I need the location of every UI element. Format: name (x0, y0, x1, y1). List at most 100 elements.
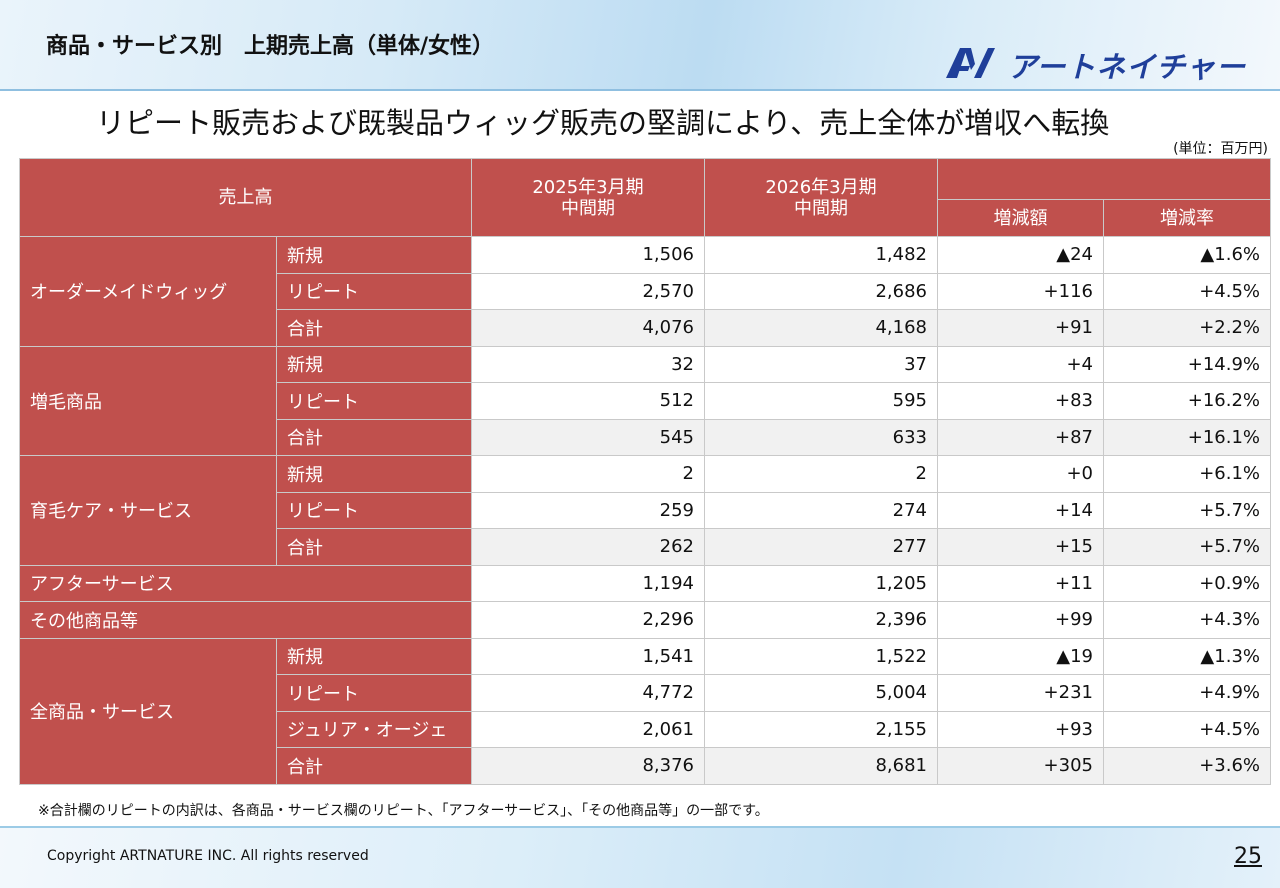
table-row: リピート 2,570 2,686 +116 +4.5% (20, 272, 1271, 310)
subcategory-cell: 合計 (276, 309, 472, 347)
table-header-row: 売上高 2025年3月期 中間期 2026年3月期 中間期 (19, 157, 1271, 237)
value-2026-cell: 277 (704, 528, 938, 566)
value-2025-cell: 1,541 (471, 637, 705, 675)
slide-subtitle: リピート販売および既製品ウィッグ販売の堅調により、売上全体が増収へ転換 (96, 106, 1110, 140)
value-2025-cell: 2,296 (471, 601, 705, 639)
value-2026-cell: 4,168 (704, 309, 938, 347)
diff-cell: +87 (937, 418, 1104, 456)
table-row: 合計 4,076 4,168 +91 +2.2% (20, 309, 1271, 347)
diff-cell: +14 (937, 491, 1104, 529)
value-2026-cell: 2,155 (704, 710, 938, 748)
value-2025-cell: 1,506 (471, 236, 705, 274)
table-row: リピート 4,772 5,004 +231 +4.9% (20, 674, 1271, 712)
category-cell: 育毛ケア・サービス (19, 455, 277, 566)
table-row: オーダーメイドウィッグ 新規 1,506 1,482 ▲24 ▲1.6% (19, 236, 1271, 347)
table-row: リピート 259 274 +14 +5.7% (20, 491, 1271, 529)
company-logo: アートネイチャー (944, 46, 1264, 84)
copyright: Copyright ARTNATURE INC. All rights rese… (47, 848, 369, 864)
header-change-group (937, 157, 1271, 201)
diff-cell: +0 (937, 455, 1104, 493)
value-2026-cell: 8,681 (704, 747, 938, 785)
value-2026-cell: 2,686 (704, 272, 938, 310)
value-2026-cell: 1,522 (704, 637, 938, 675)
unit-label: (単位：百万円) (1173, 141, 1268, 157)
subcategory-cell: 新規 (276, 455, 472, 493)
rate-cell: +4.5% (1103, 272, 1271, 310)
diff-cell: ▲19 (937, 637, 1104, 675)
value-2026-cell: 37 (704, 345, 938, 383)
rate-cell: +4.3% (1103, 601, 1271, 639)
diff-cell: +91 (937, 309, 1104, 347)
subcategory-cell: リピート (276, 491, 472, 529)
value-2025-cell: 2 (471, 455, 705, 493)
logo-text: アートネイチャー (1008, 50, 1246, 84)
value-2025-cell: 8,376 (471, 747, 705, 785)
diff-cell: +116 (937, 272, 1104, 310)
subcategory-cell: 合計 (276, 528, 472, 566)
value-2026-cell: 1,482 (704, 236, 938, 274)
table-row: リピート 512 595 +83 +16.2% (20, 382, 1271, 420)
subcategory-cell: 新規 (276, 345, 472, 383)
header-divider (0, 89, 1280, 91)
header-2025-label: 2025年3月期 中間期 (532, 176, 644, 219)
header-rate: 増減率 (1103, 199, 1271, 237)
value-2025-cell: 1,194 (471, 564, 705, 602)
header-2026: 2026年3月期 中間期 (704, 158, 938, 237)
table-row: アフターサービス 1,194 1,205 +11 +0.9% (19, 564, 1271, 602)
value-2025-cell: 2,570 (471, 272, 705, 310)
table-header-row-2: 増減額 増減率 (20, 199, 1271, 237)
page-title: 商品・サービス別 上期売上高（単体/女性） (46, 34, 495, 59)
value-2026-cell: 2,396 (704, 601, 938, 639)
value-2026-cell: 595 (704, 382, 938, 420)
rate-cell: ▲1.3% (1103, 637, 1271, 675)
rate-cell: +14.9% (1103, 345, 1271, 383)
footnote: ※合計欄のリピートの内訳は、各商品・サービス欄のリピート、「アフターサービス」、… (38, 803, 769, 819)
category-cell: 増毛商品 (19, 345, 277, 456)
logo-mark-icon (946, 48, 995, 78)
category-cell: アフターサービス (19, 564, 472, 602)
table-row: 育毛ケア・サービス 新規 2 2 +0 +6.1% (19, 455, 1271, 566)
page-number: 25 (1234, 844, 1262, 869)
sales-table-body: 売上高 2025年3月期 中間期 2026年3月期 中間期 増減額 増減率 オー… (19, 157, 1271, 785)
subcategory-cell: ジュリア・オージェ (276, 710, 472, 748)
rate-cell: +5.7% (1103, 491, 1271, 529)
category-cell: オーダーメイドウィッグ (19, 236, 277, 347)
value-2025-cell: 259 (471, 491, 705, 529)
diff-cell: +99 (937, 601, 1104, 639)
subcategory-cell: リピート (276, 272, 472, 310)
rate-cell: ▲1.6% (1103, 236, 1271, 274)
value-2026-cell: 2 (704, 455, 938, 493)
rate-cell: +2.2% (1103, 309, 1271, 347)
rate-cell: +0.9% (1103, 564, 1271, 602)
value-2025-cell: 2,061 (471, 710, 705, 748)
sales-table: 売上高 2025年3月期 中間期 2026年3月期 中間期 増減額 増減率 オー… (19, 157, 1271, 785)
diff-cell: +231 (937, 674, 1104, 712)
footer-band (0, 826, 1280, 888)
table-row: 全商品・サービス 新規 1,541 1,522 ▲19 ▲1.3% (19, 637, 1271, 785)
subcategory-cell: 合計 (276, 747, 472, 785)
diff-cell: +83 (937, 382, 1104, 420)
rate-cell: +16.1% (1103, 418, 1271, 456)
diff-cell: +4 (937, 345, 1104, 383)
subcategory-cell: リピート (276, 382, 472, 420)
header-sales: 売上高 (19, 158, 472, 237)
rate-cell: +4.9% (1103, 674, 1271, 712)
table-row: その他商品等 2,296 2,396 +99 +4.3% (19, 601, 1271, 639)
value-2025-cell: 545 (471, 418, 705, 456)
subcategory-cell: 合計 (276, 418, 472, 456)
diff-cell: +11 (937, 564, 1104, 602)
value-2025-cell: 512 (471, 382, 705, 420)
value-2025-cell: 262 (471, 528, 705, 566)
diff-cell: +15 (937, 528, 1104, 566)
diff-cell: ▲24 (937, 236, 1104, 274)
category-cell: 全商品・サービス (19, 637, 277, 785)
value-2026-cell: 1,205 (704, 564, 938, 602)
header-2025: 2025年3月期 中間期 (471, 158, 705, 237)
subcategory-cell: 新規 (276, 236, 472, 274)
value-2025-cell: 4,772 (471, 674, 705, 712)
header-2026-label: 2026年3月期 中間期 (765, 176, 877, 219)
rate-cell: +5.7% (1103, 528, 1271, 566)
subcategory-cell: リピート (276, 674, 472, 712)
rate-cell: +4.5% (1103, 710, 1271, 748)
rate-cell: +16.2% (1103, 382, 1271, 420)
